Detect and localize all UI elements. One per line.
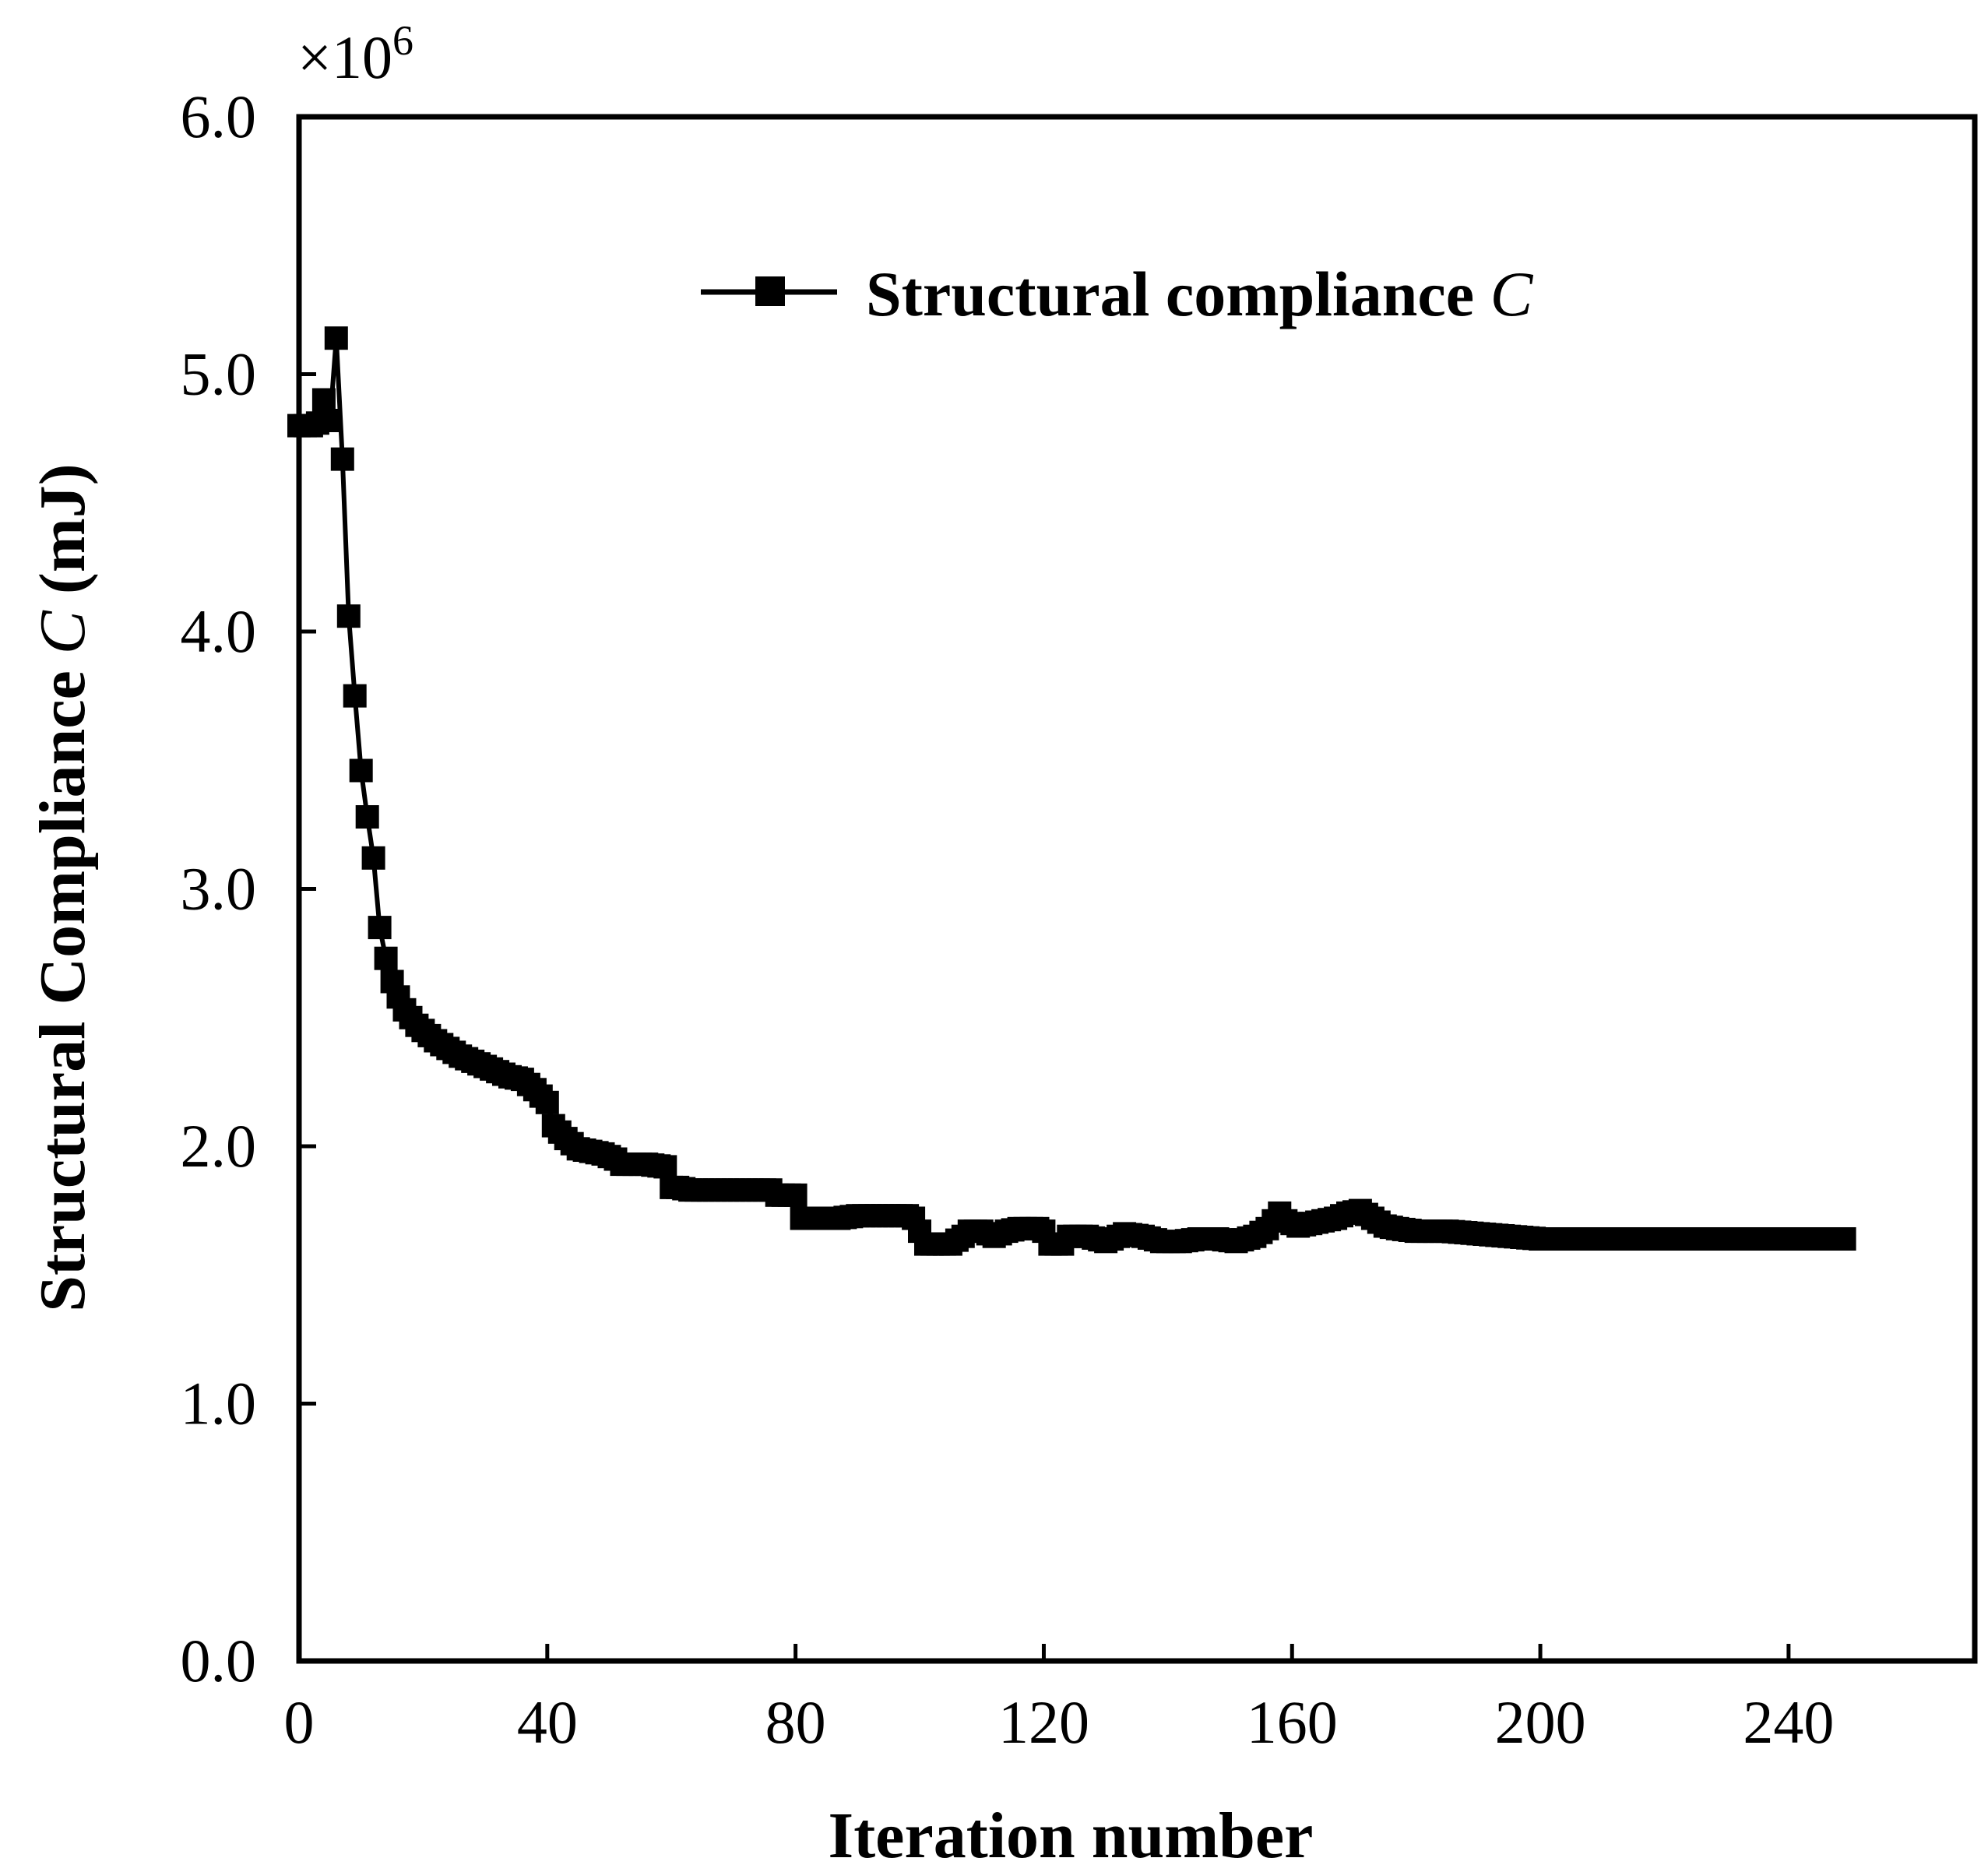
y-tick-label: 6.0 [181,83,257,150]
data-point [368,916,392,940]
data-point [324,326,348,350]
y-tick-label: 4.0 [181,597,257,665]
data-point [361,846,385,870]
data-point [336,604,361,628]
y-axis-title: Structural Compliance C (mJ) [26,463,99,1312]
data-point [311,388,336,412]
x-axis-title: Iteration number [829,1800,1314,1872]
legend: Structural compliance C [701,259,1534,329]
x-tick-label: 160 [1247,1688,1338,1756]
data-point [535,1090,559,1114]
y-tick-label: 5.0 [181,340,257,408]
data-point [318,409,342,432]
x-tick-label: 120 [998,1688,1089,1756]
data-point [1832,1227,1856,1251]
data-point [374,946,398,970]
series-line [299,337,1845,1247]
y-tick-label: 2.0 [181,1112,257,1180]
y-tick-label: 1.0 [181,1370,257,1437]
series-structural-compliance [287,326,1856,1256]
legend-label: Structural compliance C [866,259,1534,329]
data-point [355,805,379,829]
legend-marker [755,276,785,306]
data-point [349,758,373,783]
x-tick-label: 200 [1495,1688,1586,1756]
y-multiplier: ×106 [297,17,413,91]
data-point [783,1183,808,1207]
x-tick-label: 0 [284,1688,315,1756]
y-tick-label: 0.0 [181,1627,257,1694]
data-point [343,684,367,708]
plot-frame [296,114,1978,1664]
x-tick-label: 40 [517,1688,578,1756]
x-tick-label: 80 [765,1688,826,1756]
x-tick-label: 240 [1743,1688,1834,1756]
y-tick-label: 3.0 [181,855,257,923]
data-point [653,1155,677,1179]
data-point [330,447,354,471]
